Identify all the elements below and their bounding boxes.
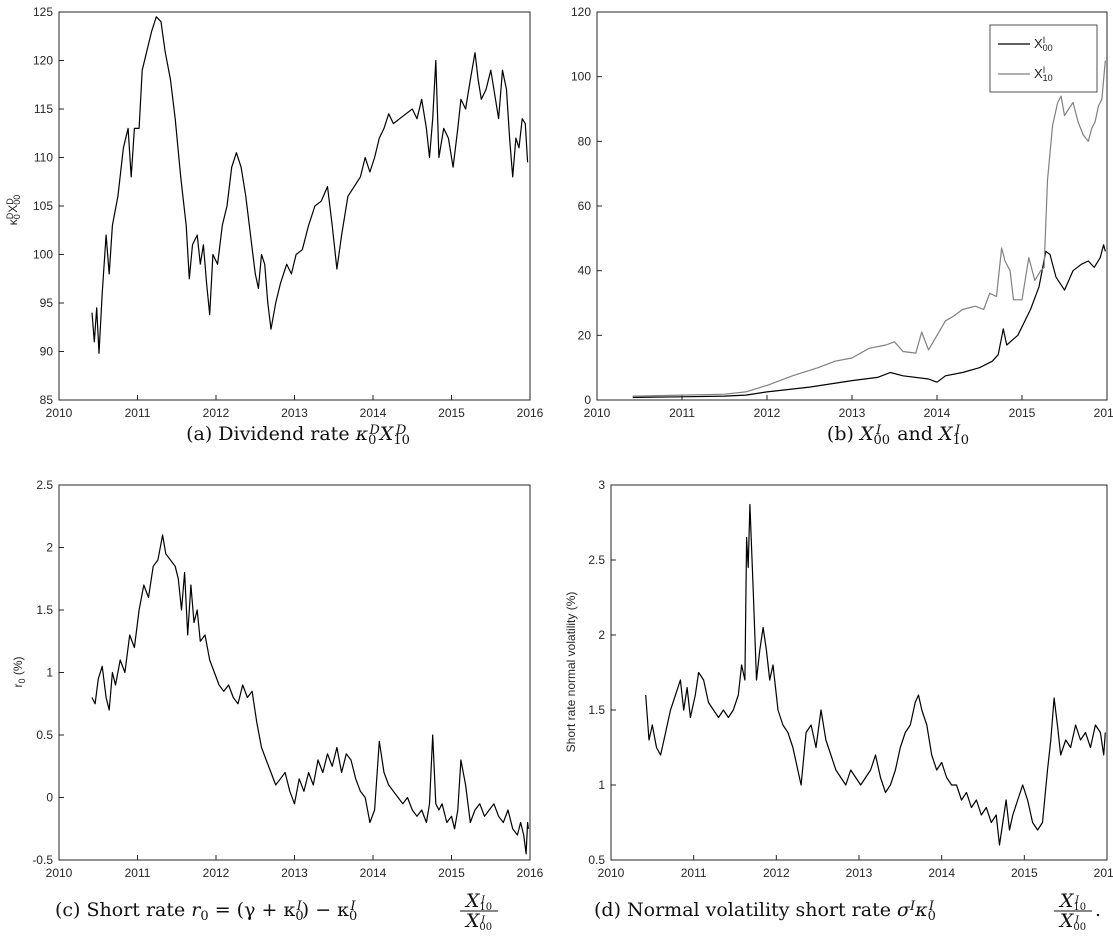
x-tick-label: 2011 <box>669 406 695 420</box>
svg-text:X00I: X00I <box>1058 910 1086 933</box>
x-tick-label: 2014 <box>924 406 951 420</box>
y-tick-label: 105 <box>33 199 53 213</box>
x-tick-label: 2011 <box>681 866 707 880</box>
x-tick-label: 2014 <box>928 866 955 880</box>
legend-label-x00: X00I <box>1034 35 1053 53</box>
x-tick-label: 2014 <box>360 406 387 420</box>
y-tick-label: 1 <box>46 666 53 680</box>
panel-b: 2010 2011 2012 2013 2014 2015 2016 0 20 40 60 80 10… <box>571 5 1113 448</box>
series-b <box>632 60 1106 398</box>
caption-c: (c) Short rate r0 = (γ + κ0I) − κ0I X10I… <box>55 890 498 933</box>
series-line-b-0 <box>632 244 1106 398</box>
y-tick-label: 0.5 <box>588 853 605 867</box>
y-tick-label: 2 <box>46 541 53 555</box>
y-axis-d: 0.5 1 1.5 2 2.5 3 <box>588 478 616 867</box>
x-tick-label: 2013 <box>281 406 308 420</box>
x-axis-c: 2010 2011 2012 2013 2014 2015 2016 <box>46 855 544 880</box>
y-tick-label: 2 <box>598 628 605 642</box>
y-axis-label-d: Short rate normal volatility (%) <box>564 592 578 753</box>
series-a <box>91 16 529 354</box>
series-line-a-0 <box>91 16 529 354</box>
x-tick-label: 2013 <box>839 406 866 420</box>
plot-area-d <box>610 484 1108 861</box>
plot-area-a <box>58 11 531 401</box>
y-tick-label: 85 <box>40 393 54 407</box>
y-tick-label: 0.5 <box>36 728 53 742</box>
y-tick-label: 2.5 <box>588 553 605 567</box>
y-tick-label: 100 <box>571 70 591 84</box>
x-tick-label: 2012 <box>203 866 230 880</box>
x-tick-label: 2015 <box>1011 866 1038 880</box>
y-tick-label: 80 <box>578 134 592 148</box>
x-tick-label: 2016 <box>1094 866 1113 880</box>
x-tick-label: 2016 <box>1094 406 1113 420</box>
panel-d: 2010 2011 2012 2013 2014 2015 2016 0.5 1 1.5 2 2.5… <box>564 478 1113 933</box>
x-tick-label: 2013 <box>281 866 308 880</box>
x-tick-label: 2011 <box>125 406 151 420</box>
x-tick-label: 2015 <box>1009 406 1036 420</box>
x-tick-label: 2013 <box>846 866 873 880</box>
svg-text:(d) Normal volatility short ra: (d) Normal volatility short rate σIκ0I <box>594 899 936 924</box>
svg-text:(c) Short rate r0 = (γ + κ0I): (c) Short rate r0 = (γ + κ0I) − κ0I <box>55 899 357 924</box>
x-tick-label: 2016 <box>517 406 544 420</box>
svg-text:X10I: X10I <box>1058 890 1086 913</box>
y-tick-label: 120 <box>571 5 591 19</box>
series-line-d-0 <box>645 503 1106 846</box>
x-tick-label: 2010 <box>584 406 611 420</box>
y-tick-label: 120 <box>33 54 53 68</box>
series-line-c-0 <box>91 534 529 855</box>
y-tick-label: 95 <box>40 296 54 310</box>
svg-text:.: . <box>1095 899 1101 921</box>
y-tick-label: 20 <box>578 328 592 342</box>
x-tick-label: 2010 <box>46 406 73 420</box>
y-axis-b: 0 20 40 60 80 100 120 <box>571 5 602 407</box>
series-d <box>645 503 1106 846</box>
y-tick-label: 100 <box>33 248 53 262</box>
x-tick-label: 2011 <box>125 866 151 880</box>
x-tick-label: 2012 <box>754 406 781 420</box>
y-tick-label: 1.5 <box>588 703 605 717</box>
x-tick-label: 2016 <box>517 866 544 880</box>
x-axis-d: 2010 2011 2012 2013 2014 2015 2016 <box>598 855 1113 880</box>
x-tick-label: 2010 <box>598 866 625 880</box>
y-tick-label: -0.5 <box>32 853 53 867</box>
y-tick-label: 1.5 <box>36 603 53 617</box>
y-tick-label: 0 <box>584 393 591 407</box>
panel-a: 2010 2011 2012 2013 2014 2015 2016 85 90 95 100 10… <box>5 5 544 448</box>
y-axis-label-c: r0 (%) <box>11 656 27 687</box>
y-tick-label: 110 <box>34 151 53 165</box>
x-tick-label: 2010 <box>46 866 73 880</box>
y-axis-label-a: κ0DX00D <box>5 195 22 226</box>
y-tick-label: 2.5 <box>36 478 53 492</box>
x-axis-a: 2010 2011 2012 2013 2014 2015 2016 <box>46 395 544 420</box>
x-tick-label: 2015 <box>438 406 465 420</box>
y-axis-c: -0.5 0 0.5 1 1.5 2 2.5 <box>32 478 64 867</box>
legend-b: X00I X10I <box>989 24 1098 93</box>
x-tick-label: 2015 <box>438 866 465 880</box>
y-tick-label: 40 <box>578 264 592 278</box>
y-axis-a: 85 90 95 100 105 110 115 120 125 <box>33 5 64 407</box>
y-tick-label: 0 <box>46 791 53 805</box>
series-line-b-1 <box>632 60 1106 397</box>
y-tick-label: 125 <box>33 5 53 19</box>
y-tick-label: 115 <box>34 102 53 116</box>
y-tick-label: 3 <box>598 478 605 492</box>
y-tick-label: 90 <box>40 345 54 359</box>
x-tick-label: 2014 <box>360 866 387 880</box>
panel-c: 2010 2011 2012 2013 2014 2015 2016 -0.5 0 0.5 1 1.… <box>11 478 544 933</box>
y-tick-label: 1 <box>598 778 605 792</box>
svg-text:X00I: X00I <box>464 910 492 933</box>
y-tick-label: 60 <box>578 199 592 213</box>
x-axis-b: 2010 2011 2012 2013 2014 2015 2016 <box>584 395 1113 420</box>
caption-d: (d) Normal volatility short rate σIκ0I X… <box>594 890 1101 933</box>
caption-a: (a) Dividend rate κ0DX10D <box>186 423 410 448</box>
x-tick-label: 2012 <box>203 406 230 420</box>
svg-text:X10I: X10I <box>464 890 492 913</box>
caption-b: (b) X00I and X10I <box>827 423 969 448</box>
x-tick-label: 2012 <box>763 866 790 880</box>
legend-label-x10: X10I <box>1034 65 1053 83</box>
series-c <box>91 534 529 855</box>
